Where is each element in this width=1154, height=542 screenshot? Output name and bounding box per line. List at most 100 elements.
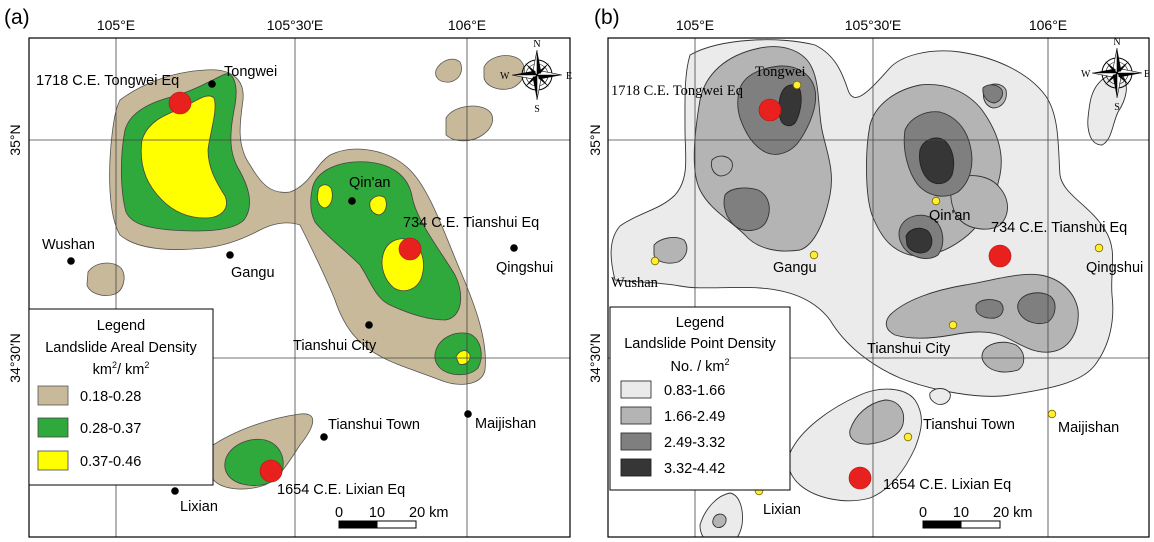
city-label-qinan-b: Qin'an	[929, 208, 970, 224]
compass-e: E	[566, 71, 572, 82]
areal-class-3-polygons	[140, 95, 471, 365]
panel-a-lat-35: 35°N	[7, 124, 23, 155]
city-dot-wushan-b	[650, 256, 660, 266]
panel-a-earthquakes: 1718 C.E. Tongwei Eq 734 C.E. Tianshui E…	[36, 73, 539, 498]
scale-a-tick-0: 0	[335, 505, 343, 521]
panel-b-lon-105-30: 105°30′E	[845, 17, 902, 33]
panel-b-scale-bar: 0 10 20 km	[919, 505, 1033, 529]
legend-b-swatch-4	[620, 458, 652, 477]
city-dot-tongwei-b	[792, 80, 802, 90]
city-dot-gangu-b	[809, 250, 819, 260]
scale-a-tick-20: 20 km	[409, 505, 449, 521]
city-dot-qinan-b	[931, 196, 941, 206]
city-label-gangu: Gangu	[231, 265, 275, 281]
panel-a-frame	[28, 37, 571, 538]
scale-a-tick-10: 10	[369, 505, 385, 521]
city-label-qinan: Qin'an	[349, 175, 390, 191]
scale-b-tick-20: 20 km	[993, 505, 1033, 521]
earthquake-marker-lixian-b	[848, 466, 872, 490]
scale-b-tick-0: 0	[919, 505, 927, 521]
earthquake-label-tongwei: 1718 C.E. Tongwei Eq	[36, 73, 179, 89]
panel-a-lat-34-30: 34°30′N	[7, 333, 23, 382]
city-dot-maijishan	[464, 410, 472, 418]
city-dot-tianshui-city	[365, 321, 373, 329]
city-label-wushan: Wushan	[42, 237, 95, 253]
legend-a-swatch-1	[37, 385, 69, 406]
earthquake-label-lixian-b: 1654 C.E. Lixian Eq	[883, 477, 1011, 493]
legend-b-heading: Legend	[676, 315, 724, 331]
panel-b-earthquakes: 1718 C.E. Tongwei Eq 734 C.E. Tianshui E…	[611, 83, 1127, 493]
city-label-tianshui-city: Tianshui City	[293, 338, 377, 354]
city-dot-qingshui-b	[1094, 243, 1104, 253]
legend-b-swatch-2	[620, 406, 652, 425]
panel-b-frame	[607, 37, 1150, 538]
legend-b-swatch-3	[620, 432, 652, 451]
earthquake-marker-lixian	[259, 459, 283, 483]
city-dot-gangu	[226, 251, 234, 259]
earthquake-marker-tianshui-b	[988, 244, 1012, 268]
city-label-wushan-b: Wushan	[611, 275, 659, 291]
panel-a-scale-bar: 0 10 20 km	[335, 505, 449, 529]
legend-b-class-3: 2.49-3.32	[664, 435, 725, 451]
panel-a-legend: Legend Landslide Areal Density km2/ km2 …	[28, 308, 214, 486]
city-dot-tianshui-city-b	[948, 320, 958, 330]
legend-b-title: Landslide Point Density	[624, 336, 776, 352]
earthquake-marker-tianshui	[398, 237, 422, 261]
city-label-maijishan-b: Maijishan	[1058, 420, 1119, 436]
panel-b-lat-35: 35°N	[587, 124, 603, 155]
legend-b-class-2: 1.66-2.49	[664, 409, 725, 425]
earthquake-label-tianshui: 734 C.E. Tianshui Eq	[403, 215, 539, 231]
compass-w: W	[500, 71, 510, 82]
city-dot-tianshui-town-b	[903, 432, 913, 442]
city-dot-maijishan-b	[1047, 409, 1057, 419]
panel-a-graticule	[29, 38, 570, 537]
earthquake-label-lixian: 1654 C.E. Lixian Eq	[277, 482, 405, 498]
city-label-qingshui: Qingshui	[496, 260, 553, 276]
city-label-tongwei: Tongwei	[224, 64, 277, 80]
panel-b-map	[608, 38, 1149, 537]
compass-e-b: E	[1144, 69, 1150, 80]
earthquake-label-tianshui-b: 734 C.E. Tianshui Eq	[991, 220, 1127, 236]
compass-n: N	[533, 39, 540, 50]
legend-a-class-3: 0.37-0.46	[80, 454, 141, 470]
city-dot-qingshui	[510, 244, 518, 252]
city-dot-tianshui-town	[320, 433, 328, 441]
city-label-lixian-b: Lixian	[763, 502, 801, 518]
legend-b-swatch-1	[620, 380, 652, 399]
earthquake-marker-tongwei-b	[758, 98, 782, 122]
panel-b: (b) 105°E 105°30′E 106°E 35°N 34°30′N	[587, 6, 1150, 538]
legend-a-title: Landslide Areal Density	[45, 340, 197, 356]
panel-a-lon-105-30: 105°30′E	[267, 17, 324, 33]
city-label-tianshui-town: Tianshui Town	[328, 417, 420, 433]
panel-b-lon-106: 106°E	[1029, 17, 1067, 33]
point-class-4-polygons	[778, 84, 955, 254]
panel-a-lon-105: 105°E	[97, 17, 135, 33]
city-label-tongwei-b: Tongwei	[755, 64, 806, 80]
city-dot-tongwei	[208, 80, 216, 88]
panel-b-legend: Legend Landslide Point Density No. / km2…	[609, 306, 791, 491]
compass-s: S	[534, 104, 540, 115]
city-label-gangu-b: Gangu	[773, 260, 817, 276]
city-dot-wushan	[67, 257, 75, 265]
city-label-lixian: Lixian	[180, 499, 218, 515]
legend-a-swatch-3	[37, 450, 69, 471]
legend-a-unit: km2/ km2	[93, 360, 150, 378]
earthquake-marker-tongwei	[168, 91, 192, 115]
legend-a-class-2: 0.28-0.37	[80, 421, 141, 437]
panel-b-lat-34-30: 34°30′N	[587, 333, 603, 382]
compass-rose-icon: N S E W	[500, 39, 572, 115]
compass-w-b: W	[1081, 69, 1091, 80]
earthquake-label-tongwei-b: 1718 C.E. Tongwei Eq	[611, 83, 743, 99]
compass-n-b: N	[1113, 37, 1120, 48]
city-dot-lixian	[171, 487, 179, 495]
city-label-tianshui-town-b: Tianshui Town	[923, 417, 1015, 433]
panel-a-tag: (a)	[4, 6, 30, 29]
compass-s-b: S	[1114, 102, 1120, 113]
panel-a-cities: Tongwei Qin'an Gangu Wushan Qingshui Tia…	[42, 64, 553, 515]
panel-b-cities: Tongwei Qin'an Gangu Wushan Qingshui Tia…	[611, 64, 1143, 518]
city-label-tianshui-city-b: Tianshui City	[867, 341, 951, 357]
panel-b-lon-105: 105°E	[676, 17, 714, 33]
city-label-maijishan: Maijishan	[475, 416, 536, 432]
legend-b-class-1: 0.83-1.66	[664, 383, 725, 399]
